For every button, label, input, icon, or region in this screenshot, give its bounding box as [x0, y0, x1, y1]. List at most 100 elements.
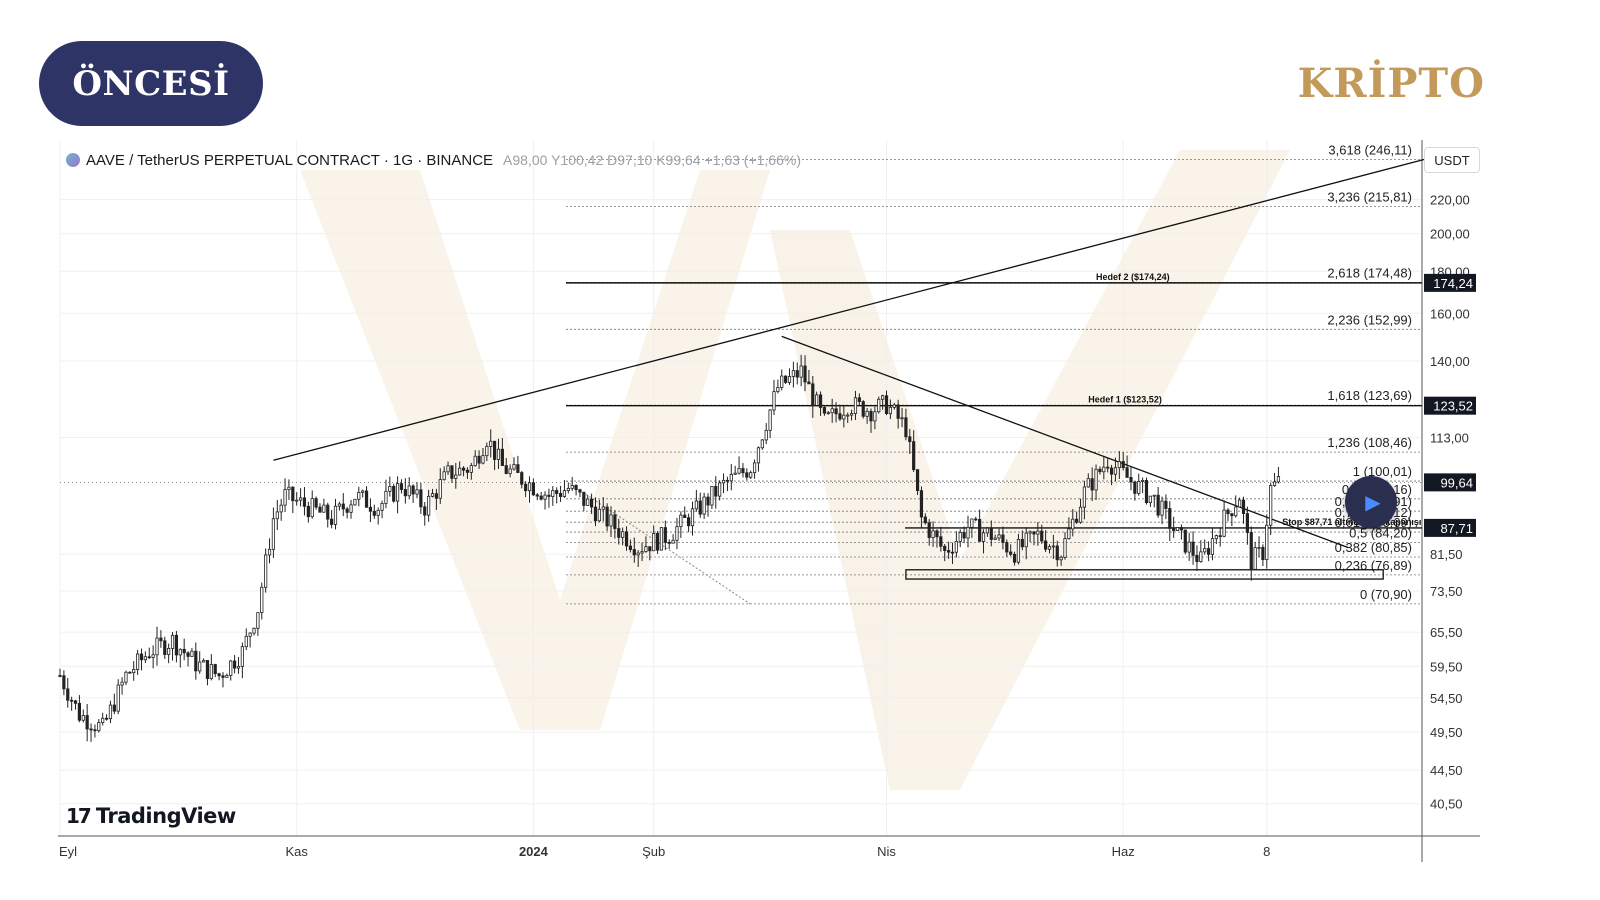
candle	[718, 480, 722, 501]
candle-body	[543, 494, 547, 500]
fib-level-label: 2,236 (152,99)	[1327, 312, 1412, 327]
candle	[1187, 532, 1191, 561]
candle	[306, 501, 310, 523]
candle-body	[477, 455, 481, 464]
candle-body	[1222, 509, 1226, 537]
candle	[128, 671, 132, 674]
candle-body	[1005, 542, 1009, 553]
candle-body	[795, 370, 799, 378]
candle	[648, 546, 652, 561]
tradingview-logo[interactable]: 17 TradingView	[66, 803, 236, 829]
candle-body	[547, 494, 551, 497]
currency-selector[interactable]: USDT	[1424, 147, 1480, 173]
candle	[461, 466, 466, 477]
candle	[756, 446, 761, 472]
candle	[881, 394, 885, 410]
candle	[341, 493, 345, 517]
candle-body	[58, 675, 62, 677]
candle-body	[1137, 481, 1141, 494]
candle-body	[333, 505, 338, 525]
candle-body	[1032, 531, 1036, 535]
candle-body	[1121, 461, 1125, 469]
candle	[1075, 511, 1079, 524]
candle	[1044, 530, 1048, 553]
candle	[112, 693, 116, 715]
candle-body	[392, 486, 396, 502]
price-tick-label: 113,00	[1430, 430, 1469, 445]
candle	[547, 488, 551, 508]
candle-body	[291, 486, 295, 502]
watermark-shape-right	[770, 150, 1290, 790]
candle	[260, 582, 264, 620]
candle-body	[198, 661, 202, 672]
candle	[170, 632, 175, 661]
candle	[725, 476, 730, 492]
candle	[337, 501, 341, 511]
candle	[613, 510, 617, 539]
candle-body	[182, 648, 186, 654]
candle	[1020, 530, 1024, 551]
candle	[1102, 456, 1106, 480]
candle-body	[1133, 481, 1137, 494]
candle-body	[330, 518, 334, 525]
candle	[838, 404, 842, 421]
candle-body	[621, 531, 625, 538]
candle	[659, 527, 664, 551]
candle	[1206, 541, 1211, 562]
candle	[609, 506, 613, 538]
candle-body	[811, 383, 815, 406]
candle-body	[1051, 545, 1055, 548]
candle-body	[1028, 531, 1032, 534]
candle-body	[974, 518, 978, 521]
candle-body	[1016, 538, 1021, 563]
candle-body	[120, 681, 124, 686]
candle-body	[574, 485, 578, 491]
candle-body	[605, 506, 609, 527]
candle	[570, 476, 574, 491]
candle-body	[1226, 509, 1230, 515]
candle	[1121, 452, 1125, 471]
candle-body	[562, 490, 567, 497]
candle-body	[892, 404, 896, 408]
candle-body	[950, 551, 955, 554]
candle	[1133, 481, 1137, 501]
candle-body	[1086, 478, 1090, 488]
candle	[927, 519, 931, 546]
candle	[279, 498, 283, 521]
candle	[516, 455, 520, 473]
candle-body	[314, 498, 318, 508]
candle-body	[364, 490, 369, 508]
candle	[330, 510, 334, 529]
candle	[694, 489, 698, 512]
candle	[1012, 551, 1017, 566]
candle	[1009, 544, 1013, 557]
candle	[310, 490, 314, 519]
candle-body	[566, 487, 570, 492]
candle	[1160, 496, 1164, 525]
candle	[539, 492, 543, 501]
candle	[1222, 500, 1226, 538]
candle	[295, 492, 299, 506]
play-button[interactable]: ▶	[1345, 476, 1397, 528]
candle	[205, 660, 210, 686]
candle-body	[586, 498, 590, 506]
candle-body	[1269, 485, 1273, 526]
candle-body	[690, 508, 695, 527]
candle-body	[1113, 467, 1118, 475]
candle	[1040, 524, 1044, 544]
candle-body	[170, 634, 175, 649]
candle	[605, 503, 609, 531]
candle	[888, 399, 892, 420]
candle	[1106, 457, 1110, 473]
candle	[811, 375, 815, 418]
candle-body	[939, 536, 943, 547]
candle	[632, 537, 636, 563]
candle-body	[322, 504, 326, 513]
symbol-title[interactable]: AAVE / TetherUS PERPETUAL CONTRACT · 1G …	[86, 151, 494, 169]
candle	[132, 661, 136, 681]
candle-body	[454, 474, 458, 479]
candle-body	[1009, 551, 1013, 555]
candle-body	[267, 548, 272, 556]
candle-body	[729, 473, 733, 482]
